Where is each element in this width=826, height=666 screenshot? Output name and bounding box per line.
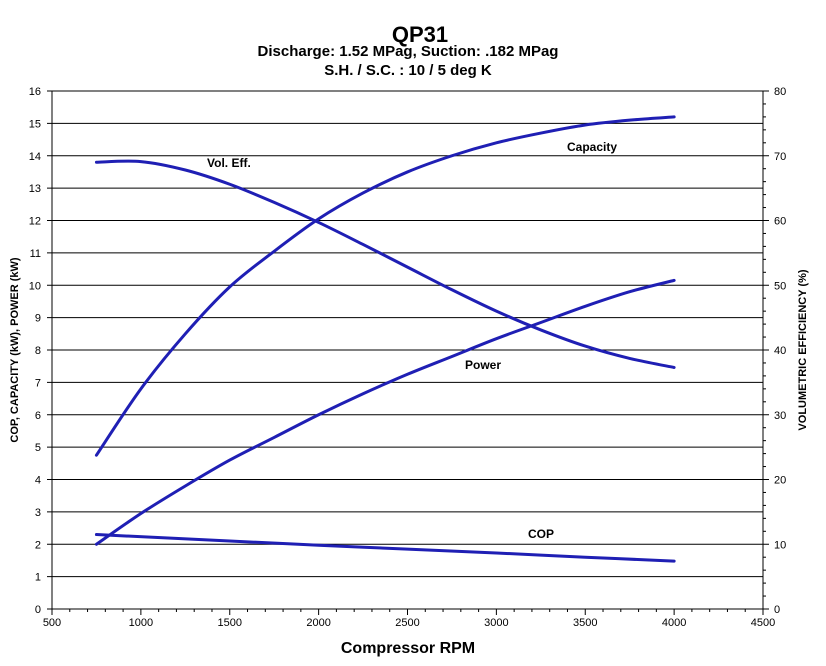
x-axis-label: Compressor RPM [341,640,475,657]
series-label-cop: COP [528,527,554,541]
y-left-tick-label: 13 [29,183,41,195]
y-left-tick-label: 0 [35,604,41,616]
y-left-tick-label: 3 [35,507,41,519]
series-label-power: Power [465,358,501,372]
tick-labels: 0123456789101112131415160102030405060708… [29,86,787,629]
y-right-tick-label: 80 [774,86,786,98]
gridlines [52,90,763,610]
y-right-tick-label: 60 [774,216,786,228]
x-tick-label: 500 [43,617,61,629]
series-line-capacity [94,115,676,457]
y-right-tick-label: 30 [774,410,786,422]
axes [47,90,769,615]
y-left-tick-label: 8 [35,345,41,357]
y-axis-left-label: COP, CAPACITY (kW), POWER (kW) [9,257,21,443]
series-line-cop [94,533,676,563]
y-right-tick-label: 10 [774,539,786,551]
y-left-tick-label: 14 [29,151,41,163]
x-tick-label: 1000 [129,617,153,629]
series-line-power [94,278,676,546]
x-tick-label: 2000 [306,617,330,629]
y-left-tick-label: 5 [35,442,41,454]
y-right-tick-label: 50 [774,280,786,292]
series-label-vol-eff: Vol. Eff. [207,156,251,170]
x-tick-label: 4500 [751,617,775,629]
y-left-tick-label: 6 [35,410,41,422]
y-right-tick-label: 40 [774,345,786,357]
x-tick-label: 1500 [218,617,242,629]
chart-subtitle-line-1: Discharge: 1.52 MPag, Suction: .182 MPag [258,43,559,60]
y-left-tick-label: 15 [29,118,41,130]
x-tick-label: 3000 [484,617,508,629]
y-axis-right-label: VOLUMETRIC EFFICIENCY (%) [797,269,809,430]
series-label-capacity: Capacity [567,140,617,154]
chart-title: QP31 [392,22,448,47]
x-tick-label: 4000 [662,617,686,629]
y-left-tick-label: 16 [29,86,41,98]
y-right-tick-label: 0 [774,604,780,616]
y-left-tick-label: 11 [30,248,41,260]
y-left-tick-label: 1 [35,572,41,584]
y-left-tick-label: 12 [29,216,41,228]
y-left-tick-label: 7 [35,377,41,389]
series-lines [94,115,676,563]
series-line-vol-eff [94,159,676,369]
y-left-tick-label: 9 [35,313,41,325]
y-right-tick-label: 70 [774,151,786,163]
x-tick-label: 2500 [395,617,419,629]
y-left-tick-label: 10 [29,280,41,292]
y-right-tick-label: 20 [774,475,786,487]
x-tick-label: 3500 [573,617,597,629]
y-left-tick-label: 4 [35,475,41,487]
y-left-tick-label: 2 [35,539,41,551]
chart-subtitle-line-2: S.H. / S.C. : 10 / 5 deg K [324,62,492,79]
